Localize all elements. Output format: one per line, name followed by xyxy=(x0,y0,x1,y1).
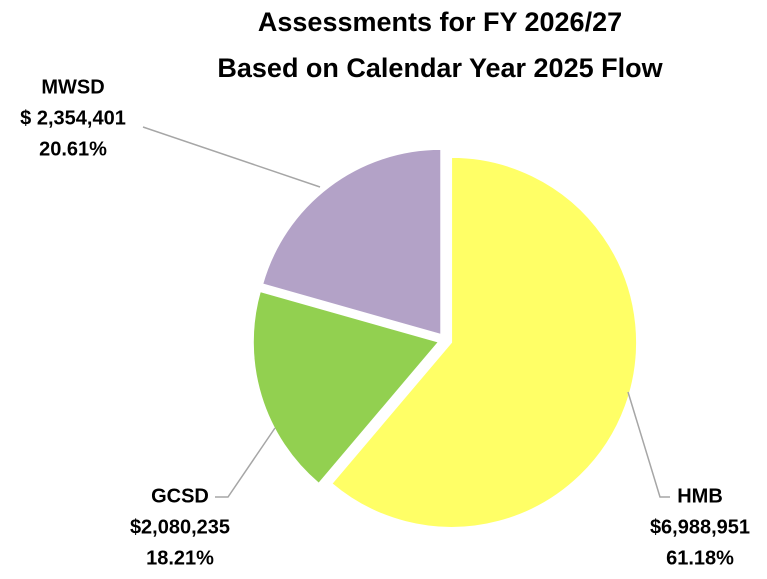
leader-line xyxy=(627,391,670,498)
chart-title: Based on Calendar Year 2025 Flow xyxy=(217,53,663,83)
percent-label: 18.21% xyxy=(146,547,214,569)
pie-slice xyxy=(262,148,442,336)
percent-label: 61.18% xyxy=(666,547,734,569)
pie-slice xyxy=(331,156,638,528)
leader-line xyxy=(215,427,276,498)
amount-label: $6,988,951 xyxy=(650,516,750,538)
chart-title: Assessments for FY 2026/27 xyxy=(258,7,622,37)
category-label: HMB xyxy=(677,485,723,507)
amount-label: $ 2,354,401 xyxy=(20,107,126,129)
percent-label: 20.61% xyxy=(39,138,107,160)
pie-slice xyxy=(252,291,440,484)
amount-label: $2,080,235 xyxy=(130,516,230,538)
leader-line xyxy=(142,126,321,188)
category-label: GCSD xyxy=(151,485,209,507)
category-label: MWSD xyxy=(41,76,104,98)
